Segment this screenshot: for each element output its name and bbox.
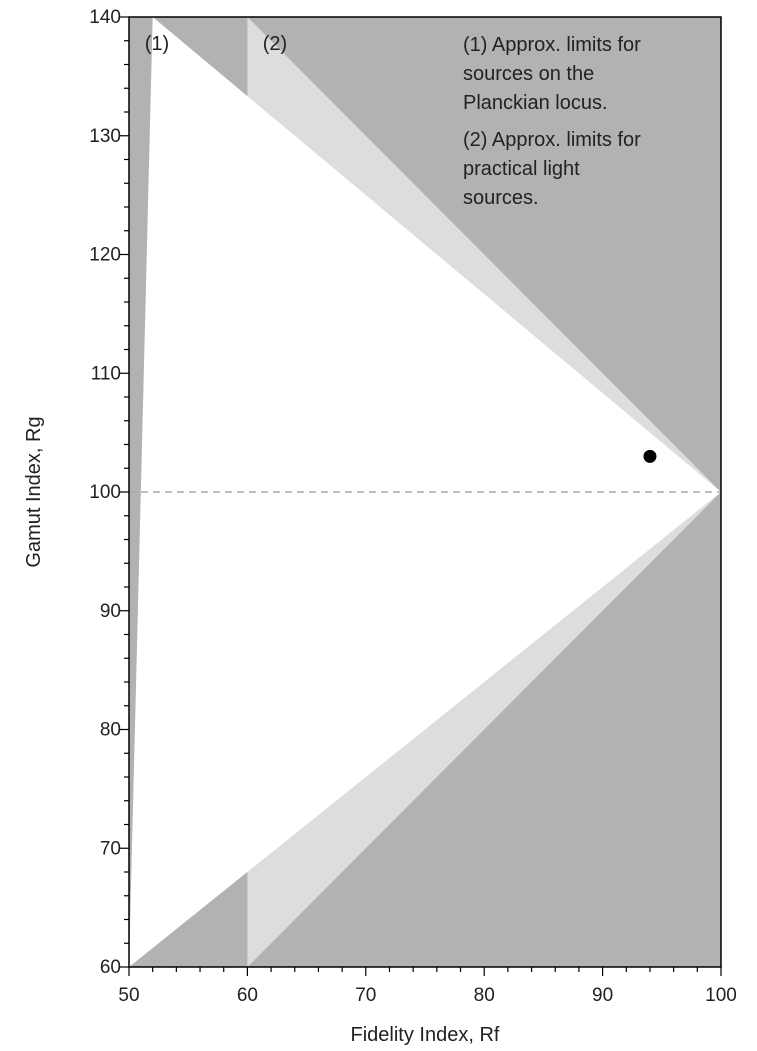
legend-note-line: (2) Approx. limits for: [463, 129, 641, 151]
x-tick-label: 60: [237, 985, 258, 1006]
legend-note-line: (1) Approx. limits for: [463, 34, 641, 56]
x-tick-label: 70: [355, 985, 376, 1006]
plot-area: [128, 16, 722, 968]
y-tick-label: 70: [100, 838, 121, 859]
data-point: [643, 449, 657, 463]
x-tick-label: 80: [474, 985, 495, 1006]
legend-note-line: sources on the: [463, 63, 594, 85]
y-tick-label: 90: [100, 601, 121, 622]
x-tick-label: 90: [592, 985, 613, 1006]
region-inner: [129, 17, 721, 967]
x-tick-label: 100: [705, 985, 737, 1006]
region-label: (1): [145, 33, 169, 55]
axis-ticks: 60 70 80 90 100 110 120 130 140 50 60 70 80 90 100: [89, 7, 737, 1006]
region-label: (2): [263, 33, 287, 55]
y-tick-label: 110: [91, 363, 121, 384]
x-axis-title: Fidelity Index, Rf: [351, 1024, 500, 1046]
legend-note-line: sources.: [463, 187, 539, 209]
legend-notes: (1) (2) (1) Approx. limits for sources on t…: [145, 33, 641, 209]
y-tick-label: 130: [89, 126, 121, 147]
y-tick-label: 80: [100, 720, 121, 741]
y-axis-title: Gamut Index, Rg: [23, 416, 45, 567]
legend-note-line: Planckian locus.: [463, 92, 608, 114]
x-tick-label: 50: [118, 985, 139, 1006]
legend-note-line: practical light: [463, 158, 580, 180]
y-tick-label: 120: [89, 245, 121, 266]
y-tick-label: 140: [89, 7, 121, 28]
y-tick-label: 60: [100, 957, 121, 978]
y-tick-label: 100: [89, 482, 121, 503]
